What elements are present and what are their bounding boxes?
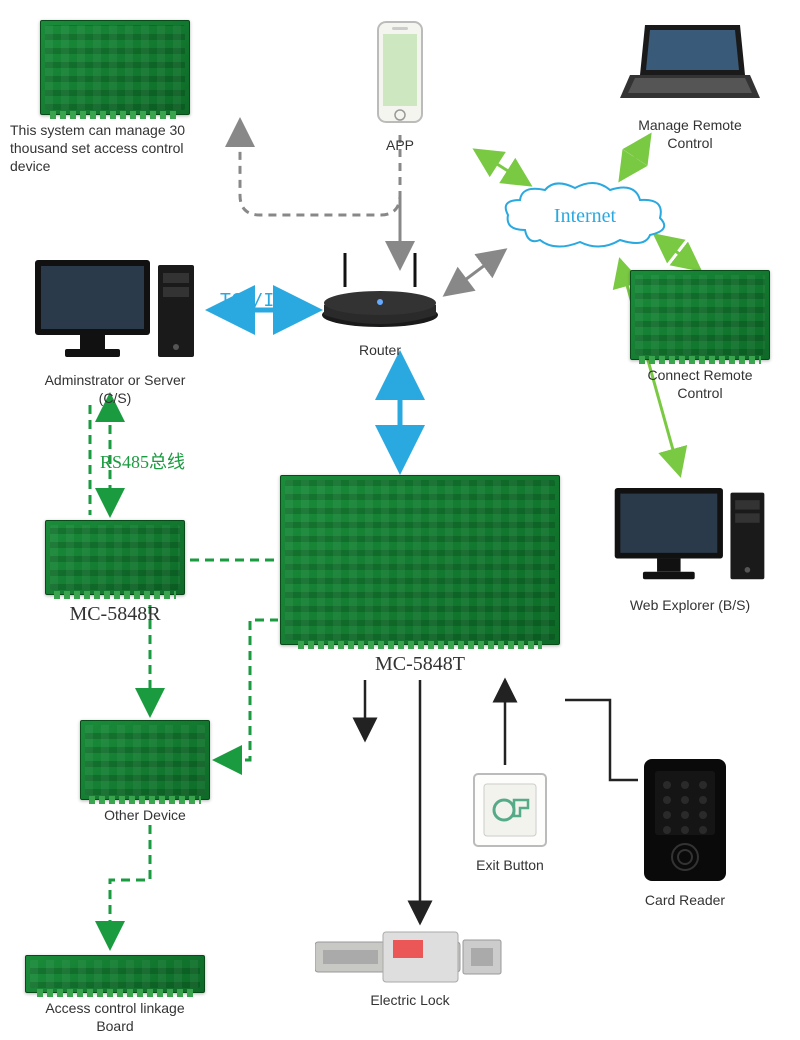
cloud-icon: Internet	[500, 180, 670, 250]
node-label: Electric Lock	[370, 991, 449, 1009]
node-app: APP	[370, 20, 430, 154]
laptop-icon	[620, 20, 760, 110]
node-admin_pc: Adminstrator or Server (C/S)	[30, 255, 200, 407]
node-label: MC-5848R	[69, 601, 160, 627]
pcb-icon	[630, 270, 770, 360]
node-label: Exit Button	[476, 856, 544, 874]
node-label: Router	[359, 341, 401, 359]
node-remote_pcb: Connect Remote Control	[630, 270, 770, 402]
node-label: Access control linkage Board	[25, 999, 205, 1035]
pcb-icon	[40, 20, 190, 115]
edge-label: TCP/IP	[220, 290, 285, 311]
node-label: Web Explorer (B/S)	[630, 596, 750, 614]
node-label: APP	[386, 136, 414, 154]
node-label: Connect Remote Control	[630, 366, 770, 402]
connection-edge	[565, 700, 638, 780]
connection-edge	[445, 250, 505, 295]
node-mc5848r: MC-5848R	[45, 520, 185, 627]
node-laptop: Manage Remote Control	[620, 20, 760, 152]
node-label: MC-5848T	[375, 651, 465, 677]
switch-icon	[470, 770, 550, 850]
node-cloud: Internet	[500, 180, 670, 250]
node-exit_btn: Exit Button	[470, 770, 550, 874]
node-linkage: Access control linkage Board	[25, 955, 205, 1035]
node-label: Adminstrator or Server (C/S)	[30, 371, 200, 407]
lock-icon	[315, 930, 505, 985]
desktop-icon	[30, 255, 200, 365]
node-router: Router	[320, 275, 440, 359]
pcb-icon	[80, 720, 210, 800]
node-label: This system can manage 30 thousand set a…	[10, 121, 210, 176]
desktop-icon	[610, 480, 770, 590]
pcb-icon	[25, 955, 205, 993]
node-main_pcb: MC-5848T	[280, 475, 560, 677]
node-label: Other Device	[104, 806, 186, 824]
router-icon	[320, 245, 440, 335]
node-label: Card Reader	[645, 891, 725, 909]
node-web_pc: Web Explorer (B/S)	[610, 480, 770, 614]
connection-edge	[110, 825, 150, 948]
node-lock: Electric Lock	[315, 930, 505, 1009]
svg-text:Internet: Internet	[554, 205, 617, 227]
pcb-icon	[280, 475, 560, 645]
node-other_dev: Other Device	[80, 720, 210, 824]
node-card_reader: Card Reader	[640, 755, 730, 909]
pcb-icon	[45, 520, 185, 595]
phone-icon	[370, 20, 430, 130]
connection-edge	[215, 620, 278, 760]
edge-label: RS485总线	[100, 448, 185, 474]
node-top_pcb: This system can manage 30 thousand set a…	[40, 20, 190, 176]
reader-icon	[640, 755, 730, 885]
node-label: Manage Remote Control	[620, 116, 760, 152]
